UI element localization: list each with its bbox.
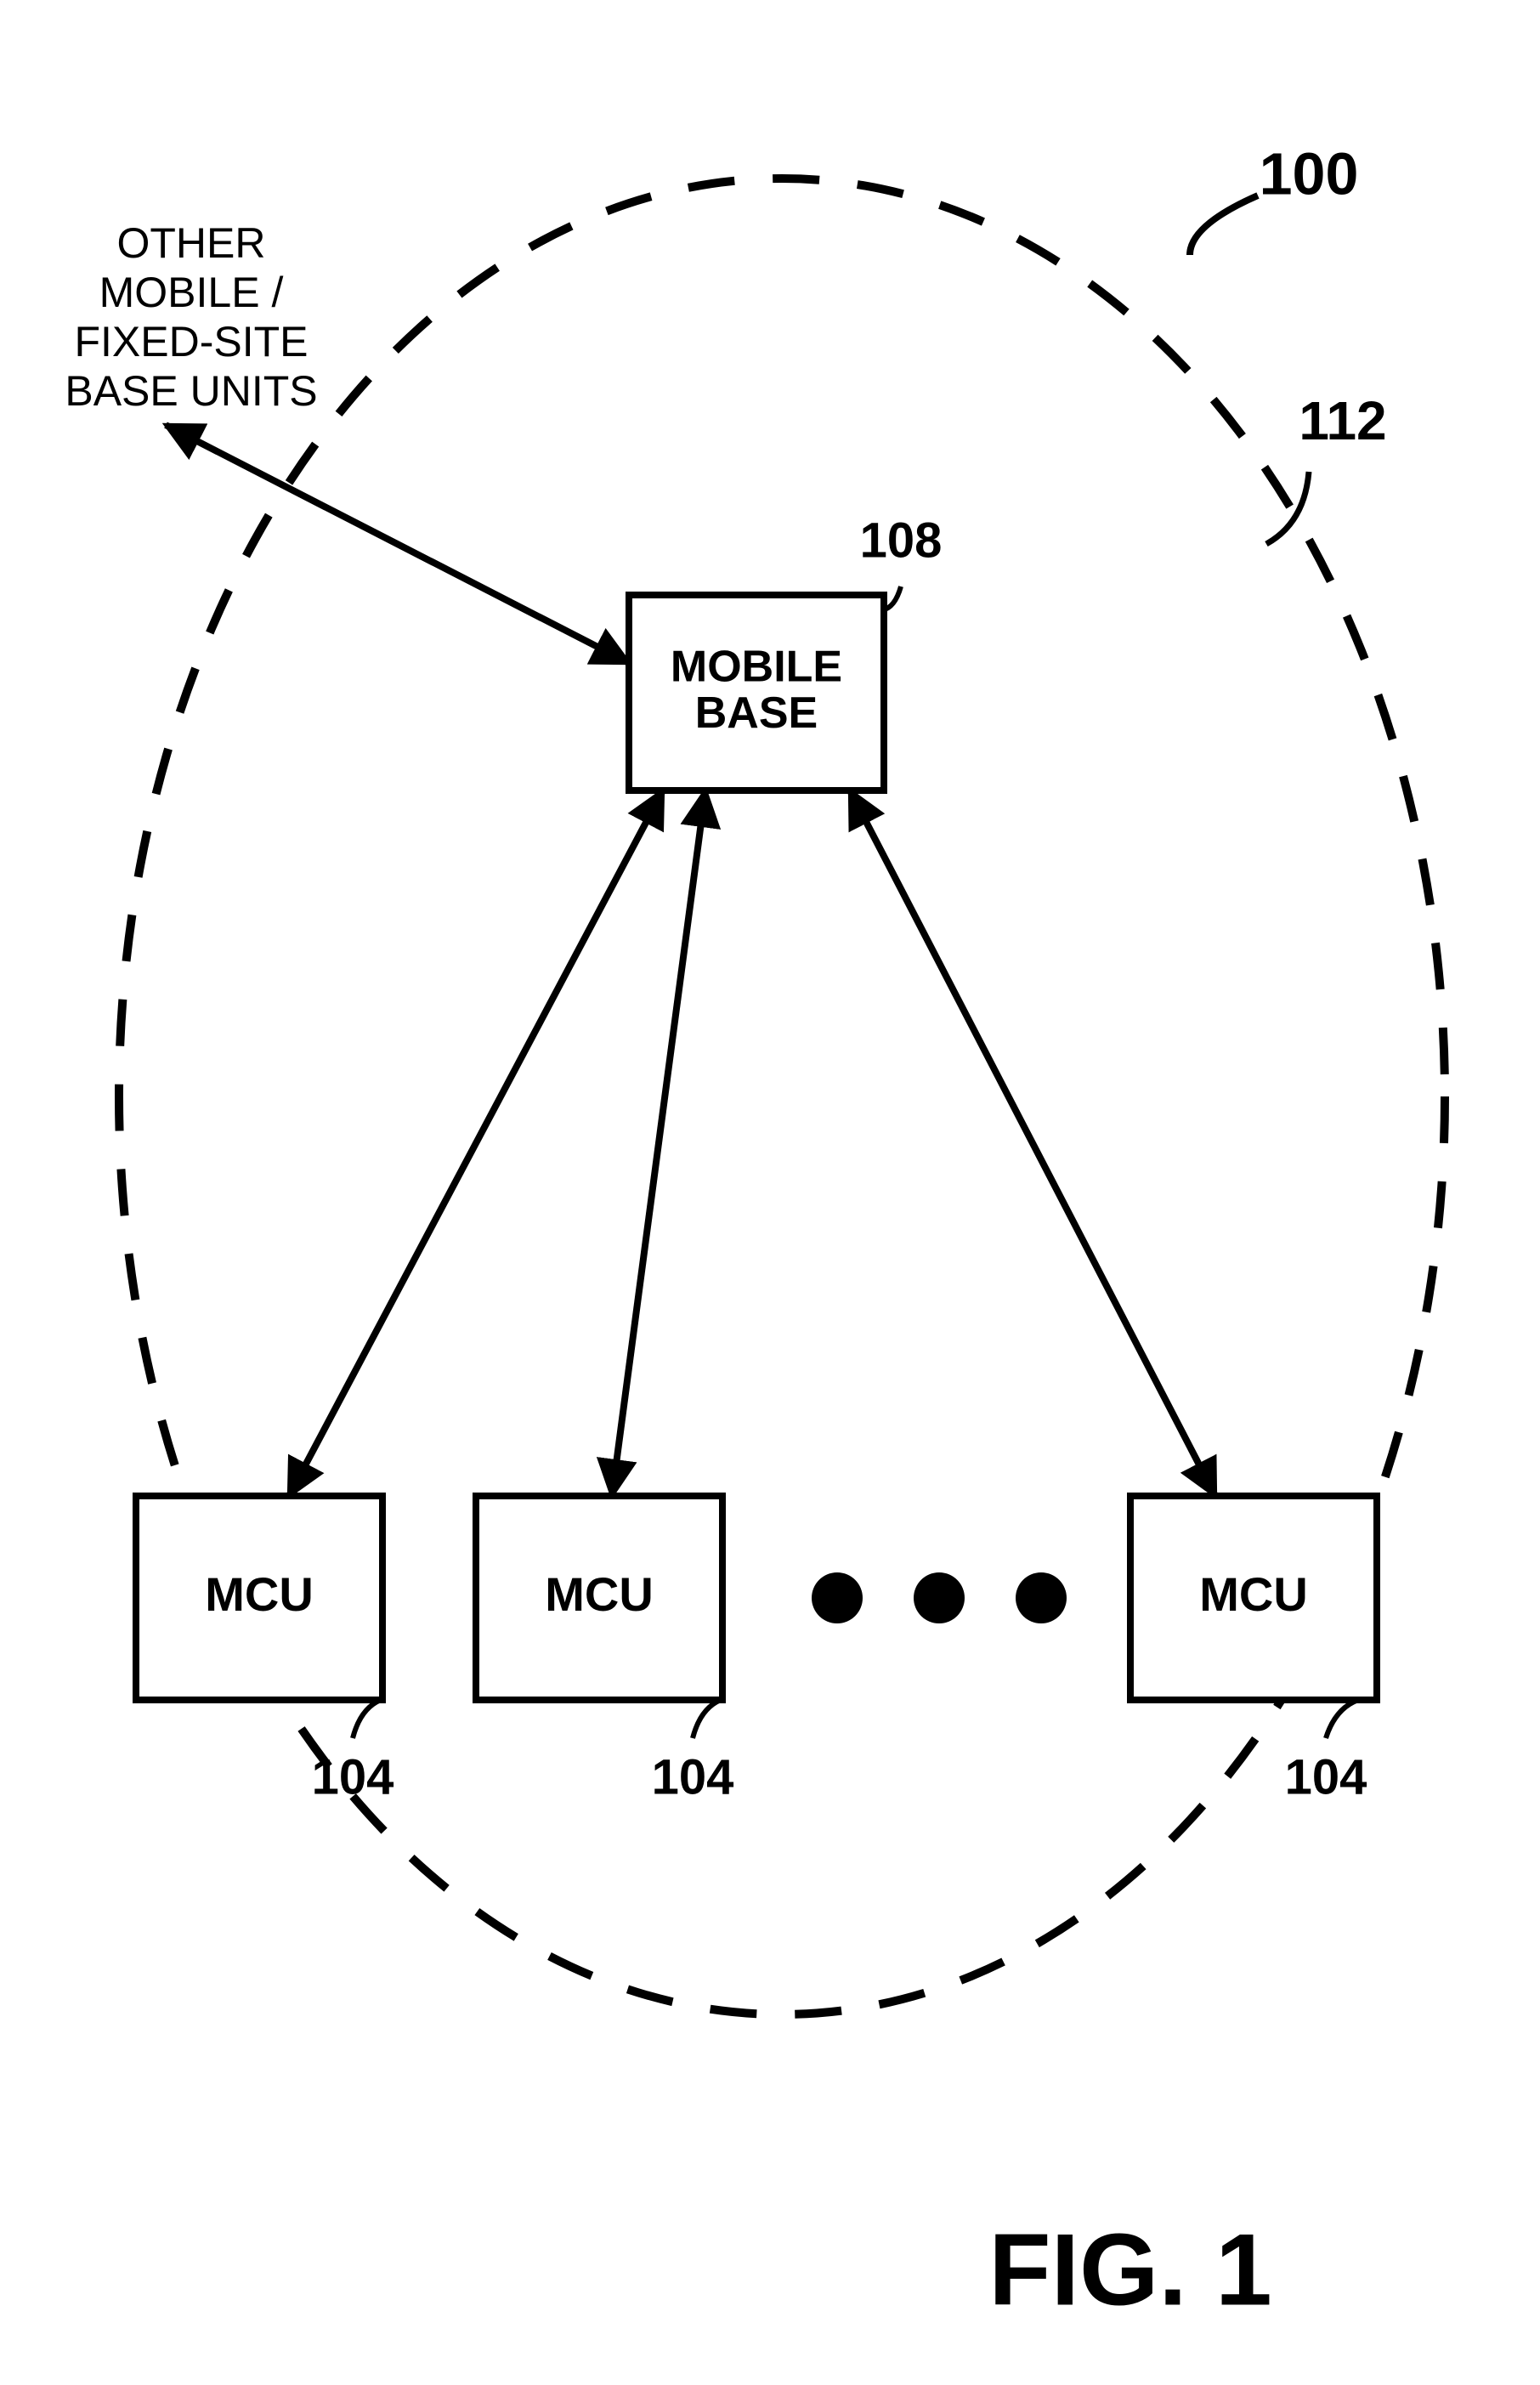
node-mcu_right: MCU xyxy=(1130,1496,1377,1700)
node-label: MCU xyxy=(545,1567,654,1621)
nodes-group: MOBILEBASE MCU MCU MCU xyxy=(136,595,1377,1700)
edge-mobile_base-external xyxy=(166,425,629,663)
external-label-line: FIXED-SITE xyxy=(74,318,308,365)
external-label-line: MOBILE / xyxy=(99,269,284,316)
node-label: MCU xyxy=(205,1567,314,1621)
node-mcu_mid: MCU xyxy=(476,1496,722,1700)
mcu_mid-ref-number: 104 xyxy=(652,1749,734,1804)
figure-canvas: MOBILEBASE MCU MCU MCU OTHERMOBILE /FIXED-S… xyxy=(0,0,1540,2385)
edges-group xyxy=(166,425,1215,1496)
mcu_left-ref-leader xyxy=(353,1700,381,1738)
node-label: BASE xyxy=(695,688,818,738)
node-mobile_base: MOBILEBASE xyxy=(629,595,884,790)
external-label-line: BASE UNITS xyxy=(65,367,317,415)
figure-caption: FIG. 1 xyxy=(988,2213,1271,2327)
node-label: MOBILE xyxy=(671,642,842,691)
mcu_mid-ref-leader xyxy=(693,1700,721,1738)
external-label-line: OTHER xyxy=(117,219,266,267)
mcu_left-ref-number: 104 xyxy=(312,1749,394,1804)
ellipsis-dots xyxy=(812,1572,1067,1623)
system-ref-number: 100 xyxy=(1260,140,1359,207)
mcu_right-ref-leader xyxy=(1326,1700,1358,1738)
edge-mobile_base-mcu_right xyxy=(850,790,1215,1496)
mcu_right-ref-number: 104 xyxy=(1285,1749,1367,1804)
mobile_base-ref-number: 108 xyxy=(860,513,943,568)
boundary-ref-number: 112 xyxy=(1299,390,1386,451)
external-label: OTHERMOBILE /FIXED-SITEBASE UNITS xyxy=(65,219,317,415)
node-mcu_left: MCU xyxy=(136,1496,382,1700)
node-label: MCU xyxy=(1199,1567,1308,1621)
network-boundary-ellipse xyxy=(119,178,1445,2014)
edge-mobile_base-mcu_mid xyxy=(612,790,705,1496)
edge-mobile_base-mcu_left xyxy=(289,790,663,1496)
